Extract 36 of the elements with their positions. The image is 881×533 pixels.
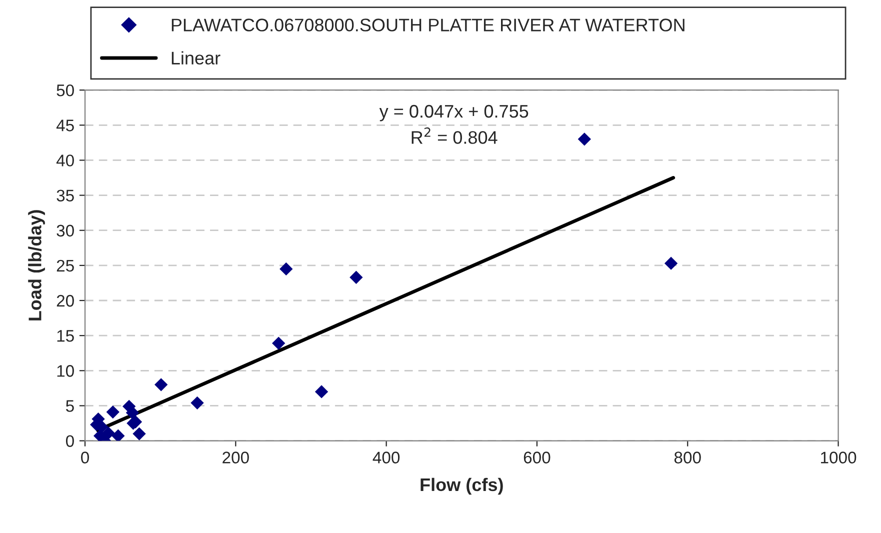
- x-tick-label: 400: [372, 452, 400, 464]
- y-tick-label: 45: [56, 120, 74, 132]
- y-tick-label: 0: [66, 435, 74, 447]
- point: [190, 396, 204, 410]
- y-tick-label: 20: [56, 294, 74, 307]
- y-tick-label: 35: [56, 190, 74, 202]
- point: [112, 429, 125, 441]
- y-tick-label: 10: [57, 365, 74, 377]
- x-tick-label: 600: [524, 452, 550, 464]
- legend-label: PLAWATCO.06708000.SOUTH PLATTE RIVER AT WATERTON: [172, 18, 684, 32]
- point: [106, 405, 120, 419]
- point: [126, 406, 140, 420]
- y-tick-label: 25: [56, 260, 74, 272]
- annotation: y = 0.047x + 0.755: [379, 104, 528, 122]
- point: [350, 270, 363, 284]
- legend-label: Linear: [172, 51, 220, 65]
- point: [102, 426, 115, 440]
- annotation: R$^{2}$ = 0.804: [412, 127, 498, 144]
- y-axis-title: Load (lb/day): [28, 210, 45, 320]
- point: [314, 385, 328, 398]
- point: [578, 132, 592, 146]
- x-axis-title: Flow (cfs): [420, 478, 503, 495]
- y-tick-label: 30: [56, 224, 74, 237]
- point: [154, 378, 168, 392]
- y-tick-label: 40: [56, 154, 74, 166]
- x-tick-label: 1000: [821, 452, 856, 464]
- point: [272, 336, 286, 350]
- y-tick-label: 15: [57, 330, 74, 342]
- y-tick-label: 5: [66, 400, 74, 412]
- x-tick-label: 800: [674, 452, 701, 464]
- point: [664, 256, 678, 270]
- y-tick-label: 50: [56, 84, 74, 96]
- x-tick-label: 200: [222, 452, 249, 464]
- x-tick-label: 0: [81, 452, 89, 464]
- point: [280, 262, 293, 276]
- point: [132, 427, 146, 440]
